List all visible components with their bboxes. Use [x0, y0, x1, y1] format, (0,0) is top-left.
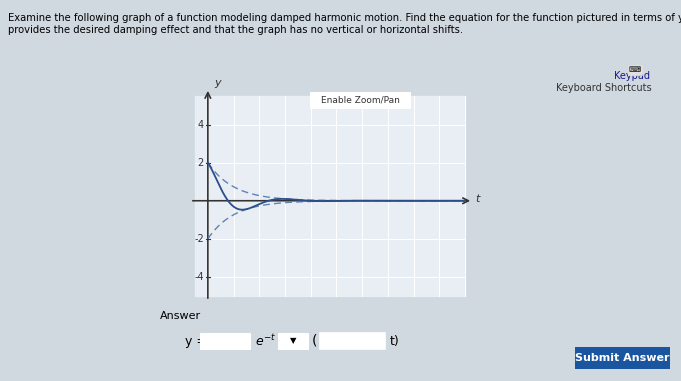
Text: 4: 4: [197, 120, 204, 130]
Text: -4: -4: [194, 272, 204, 282]
Text: Answer: Answer: [160, 311, 201, 321]
Bar: [195, 96, 465, 296]
Text: Submit Answer: Submit Answer: [575, 353, 669, 363]
Text: Keyboard Shortcuts: Keyboard Shortcuts: [556, 83, 652, 93]
Text: Enable Zoom/Pan: Enable Zoom/Pan: [321, 96, 400, 104]
Text: y =: y =: [185, 335, 207, 347]
Text: Keypad: Keypad: [614, 71, 650, 81]
Text: ⌨: ⌨: [629, 66, 641, 75]
Text: Examine the following graph of a function modeling damped harmonic motion. Find : Examine the following graph of a functio…: [8, 13, 681, 23]
Text: y: y: [214, 78, 221, 88]
Bar: [320, 333, 385, 349]
Text: $e^{-t}$: $e^{-t}$: [255, 333, 276, 349]
Text: provides the desired damping effect and that the graph has no vertical or horizo: provides the desired damping effect and …: [8, 25, 463, 35]
Text: t): t): [390, 335, 400, 347]
Bar: [200, 333, 250, 349]
Bar: [310, 92, 410, 108]
Text: (: (: [312, 334, 317, 348]
Text: ▼: ▼: [289, 336, 296, 346]
Text: 2: 2: [197, 158, 204, 168]
Bar: [575, 347, 670, 369]
Text: t: t: [475, 194, 479, 204]
Bar: [628, 65, 642, 75]
Bar: [278, 333, 308, 349]
Text: -2: -2: [194, 234, 204, 244]
